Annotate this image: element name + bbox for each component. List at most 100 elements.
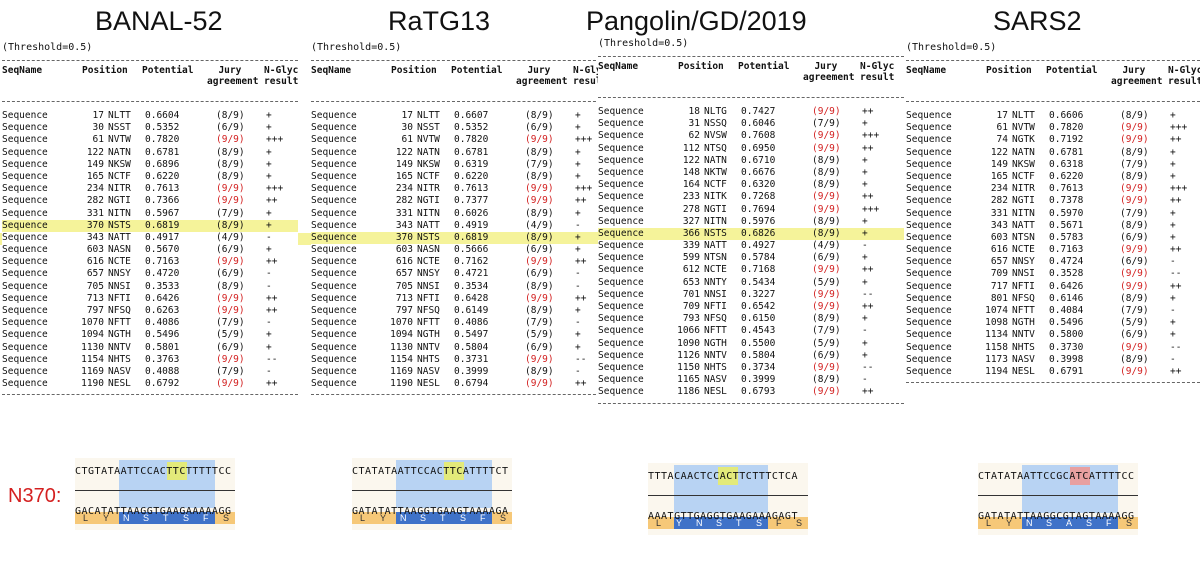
seq-name: Sequence xyxy=(311,183,357,195)
amino-acid: N xyxy=(400,513,407,523)
dna-top-strand: CTGTATAATTCCACTTCTTTTTCC xyxy=(75,466,232,477)
amino-acid: S xyxy=(183,513,190,523)
position: 1130 xyxy=(81,341,104,353)
amino-acid: S xyxy=(420,513,427,523)
position: 282 xyxy=(395,195,413,207)
nglyc-result: +++ xyxy=(575,134,593,146)
position: 616 xyxy=(990,244,1008,256)
position: 331 xyxy=(990,207,1008,219)
position: 1165 xyxy=(677,374,700,386)
seq-name: Sequence xyxy=(906,365,952,377)
seq-name: Sequence xyxy=(311,268,357,280)
table-row: Sequence 165 NCTF 0.6220 (8/9) + xyxy=(2,171,298,183)
table-header: SeqName Position Potential Jury agreement N… xyxy=(2,65,298,97)
nglyc-result: - xyxy=(266,231,272,243)
nglyc-result: ++ xyxy=(862,191,874,203)
potential: 0.6710 xyxy=(741,154,776,166)
motif: NCTF xyxy=(704,179,727,191)
seq-name: Sequence xyxy=(2,134,48,146)
nglyc-result: +++ xyxy=(862,130,880,142)
potential: 0.7613 xyxy=(145,183,180,195)
position: 1190 xyxy=(81,378,104,390)
seq-name: Sequence xyxy=(2,207,48,219)
jury-agreement: (6/9) xyxy=(812,252,841,264)
table-row: Sequence 331 NITN 0.6026 (8/9) + xyxy=(311,208,601,220)
jury-agreement: (7/9) xyxy=(216,365,245,377)
jury-agreement: (9/9) xyxy=(812,142,841,154)
motif: NSST xyxy=(417,122,440,134)
position: 1070 xyxy=(81,317,104,329)
position: 339 xyxy=(682,240,700,252)
nglyc-result: + xyxy=(1170,110,1176,121)
nglyc-result: + xyxy=(1170,219,1176,231)
jury-agreement: (8/9) xyxy=(525,110,554,121)
nglyc-result: - xyxy=(575,268,581,280)
table-row: Sequence 1098 NGTH 0.5496 (5/9) + xyxy=(906,317,1200,329)
jury-agreement: (6/9) xyxy=(1120,231,1149,243)
seq-name: Sequence xyxy=(906,183,952,195)
nglyc-result: + xyxy=(575,329,581,341)
motif: NNSY xyxy=(417,268,440,280)
position: 1070 xyxy=(390,317,413,329)
header-nglyc: N-Glyc result xyxy=(264,65,298,87)
position: 1194 xyxy=(985,365,1008,377)
motif: NATN xyxy=(108,146,131,158)
nglyc-result: + xyxy=(266,207,272,219)
potential: 0.6220 xyxy=(454,170,489,182)
motif: NITN xyxy=(704,215,727,227)
table-row: Sequence 282 NGTI 0.7378 (9/9) ++ xyxy=(906,195,1200,207)
table-row: Sequence 657 NNSY 0.4721 (6/9) - xyxy=(311,268,601,280)
nglyc-result: + xyxy=(575,231,581,243)
nglyc-result: + xyxy=(1170,231,1176,243)
dna-top-strand: TTTACAACTCCACTTCTTTCTCA xyxy=(648,471,798,482)
motif: NCTE xyxy=(417,256,440,268)
jury-agreement: (8/9) xyxy=(216,170,245,182)
motif: NGTH xyxy=(417,329,440,341)
position: 1158 xyxy=(985,341,1008,353)
seq-name: Sequence xyxy=(311,195,357,207)
motif: NATT xyxy=(1012,219,1035,231)
potential: 0.4088 xyxy=(145,365,180,377)
nglyc-result: - xyxy=(575,317,581,329)
amino-acid: N xyxy=(1026,518,1033,528)
potential: 0.3999 xyxy=(741,374,776,386)
position: 331 xyxy=(86,207,104,219)
motif: NITR xyxy=(108,183,131,195)
position: 1186 xyxy=(677,386,700,398)
seq-name: Sequence xyxy=(906,341,952,353)
threshold-label: (Threshold=0.5) xyxy=(311,42,402,53)
position: 282 xyxy=(86,195,104,207)
potential: 0.7163 xyxy=(145,256,180,268)
amino-acid: S xyxy=(1046,518,1053,528)
table-row: Sequence 149 NKSW 0.6896 (8/9) + xyxy=(2,159,298,171)
motif: NTSQ xyxy=(704,142,727,154)
nglyc-result: ++ xyxy=(575,195,587,207)
position: 1150 xyxy=(677,361,700,373)
jury-agreement: (9/9) xyxy=(525,134,554,146)
jury-agreement: (9/9) xyxy=(525,256,554,268)
table-row: Sequence 1190 NESL 0.6794 (9/9) ++ xyxy=(311,378,601,390)
jury-agreement: (9/9) xyxy=(1120,244,1149,256)
table-row: Sequence 1094 NGTH 0.5497 (5/9) + xyxy=(311,329,601,341)
position: 331 xyxy=(395,207,413,219)
position: 616 xyxy=(395,256,413,268)
motif: NFTI xyxy=(704,301,727,312)
potential: 0.6793 xyxy=(741,386,776,398)
motif-aa-band xyxy=(119,512,215,524)
seq-name: Sequence xyxy=(2,195,48,207)
header-position: Position xyxy=(678,61,724,72)
nglyc-result: - xyxy=(266,365,272,377)
jury-agreement: (9/9) xyxy=(812,264,841,276)
motif: NATT xyxy=(108,231,131,243)
seq-name: Sequence xyxy=(311,146,357,158)
table-row: Sequence 616 NCTE 0.7163 (9/9) ++ xyxy=(906,244,1200,256)
jury-agreement: (9/9) xyxy=(1120,134,1149,146)
potential: 0.6149 xyxy=(454,305,489,316)
jury-agreement: (5/9) xyxy=(525,329,554,341)
motif: NNSI xyxy=(417,280,440,292)
potential: 0.6607 xyxy=(454,110,489,121)
ruler xyxy=(648,487,808,496)
jury-agreement: (6/9) xyxy=(525,341,554,353)
potential: 0.3731 xyxy=(454,353,489,365)
seq-name: Sequence xyxy=(598,386,644,398)
